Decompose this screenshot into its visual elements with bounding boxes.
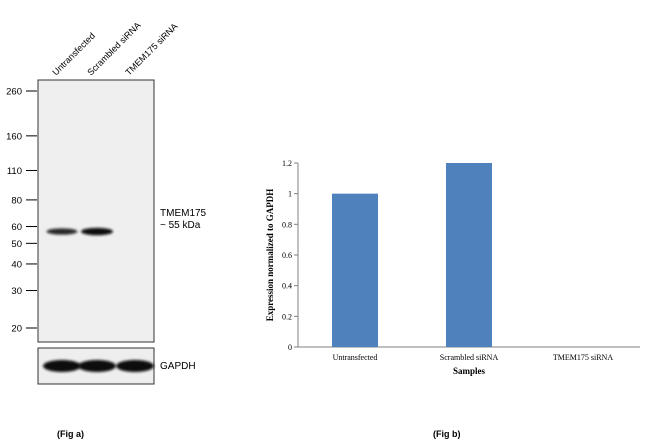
- target-band: [81, 227, 113, 236]
- y-tick-label: 0.2: [282, 312, 292, 321]
- x-tick-label: TMEM175 siRNA: [553, 353, 613, 362]
- y-tick-label: 0.8: [282, 220, 292, 229]
- x-tick-label: Scrambled siRNA: [440, 353, 499, 362]
- y-tick-label: 1.2: [282, 159, 292, 168]
- loading-control-bands: [43, 360, 154, 372]
- blot-membrane: [37, 79, 155, 343]
- marker-label: 110: [7, 166, 22, 177]
- loading-control-band: [43, 360, 81, 372]
- y-axis-ticks: 0 0.2 0.4 0.6 0.8 1 1.2: [282, 159, 298, 352]
- target-band: [46, 228, 78, 235]
- x-tick-label: Untransfected: [333, 353, 378, 362]
- bar-chart-panel: 0 0.2 0.4 0.6 0.8 1 1.2 Untransfected Scrambled…: [265, 159, 640, 439]
- molecular-weight-ladder: 260 160 110 80 60 50 40 30 20: [6, 87, 37, 335]
- y-tick-label: 0.6: [282, 251, 292, 260]
- bars: [332, 163, 492, 347]
- marker-label: 80: [11, 195, 22, 206]
- fig-a-caption: (Fig a): [57, 429, 84, 439]
- bar: [332, 193, 378, 347]
- loading-control-band: [116, 360, 154, 372]
- marker-label: 40: [11, 259, 22, 270]
- marker-label: 260: [6, 87, 22, 98]
- marker-label: 60: [11, 222, 22, 233]
- bar: [446, 163, 492, 347]
- loading-control-band: [78, 360, 116, 372]
- y-tick-label: 1: [288, 190, 292, 199]
- marker-label: 50: [11, 239, 22, 250]
- x-axis-tick-labels: Untransfected Scrambled siRNA TMEM175 siRN…: [333, 353, 614, 362]
- y-tick-label: 0.4: [282, 282, 292, 291]
- marker-label: 160: [6, 131, 22, 142]
- target-protein-label: TMEM175: [160, 208, 207, 219]
- fig-b-caption: (Fig b): [433, 429, 461, 439]
- y-tick-label: 0: [288, 343, 292, 352]
- marker-label: 20: [11, 324, 22, 335]
- target-bands: [46, 227, 113, 236]
- y-axis-title: Expression normalized to GAPDH: [265, 189, 275, 322]
- target-size-label: ~ 55 kDa: [160, 220, 201, 231]
- marker-label: 30: [11, 286, 22, 297]
- x-axis-title: Samples: [453, 366, 486, 376]
- loading-control-label: GAPDH: [160, 361, 196, 372]
